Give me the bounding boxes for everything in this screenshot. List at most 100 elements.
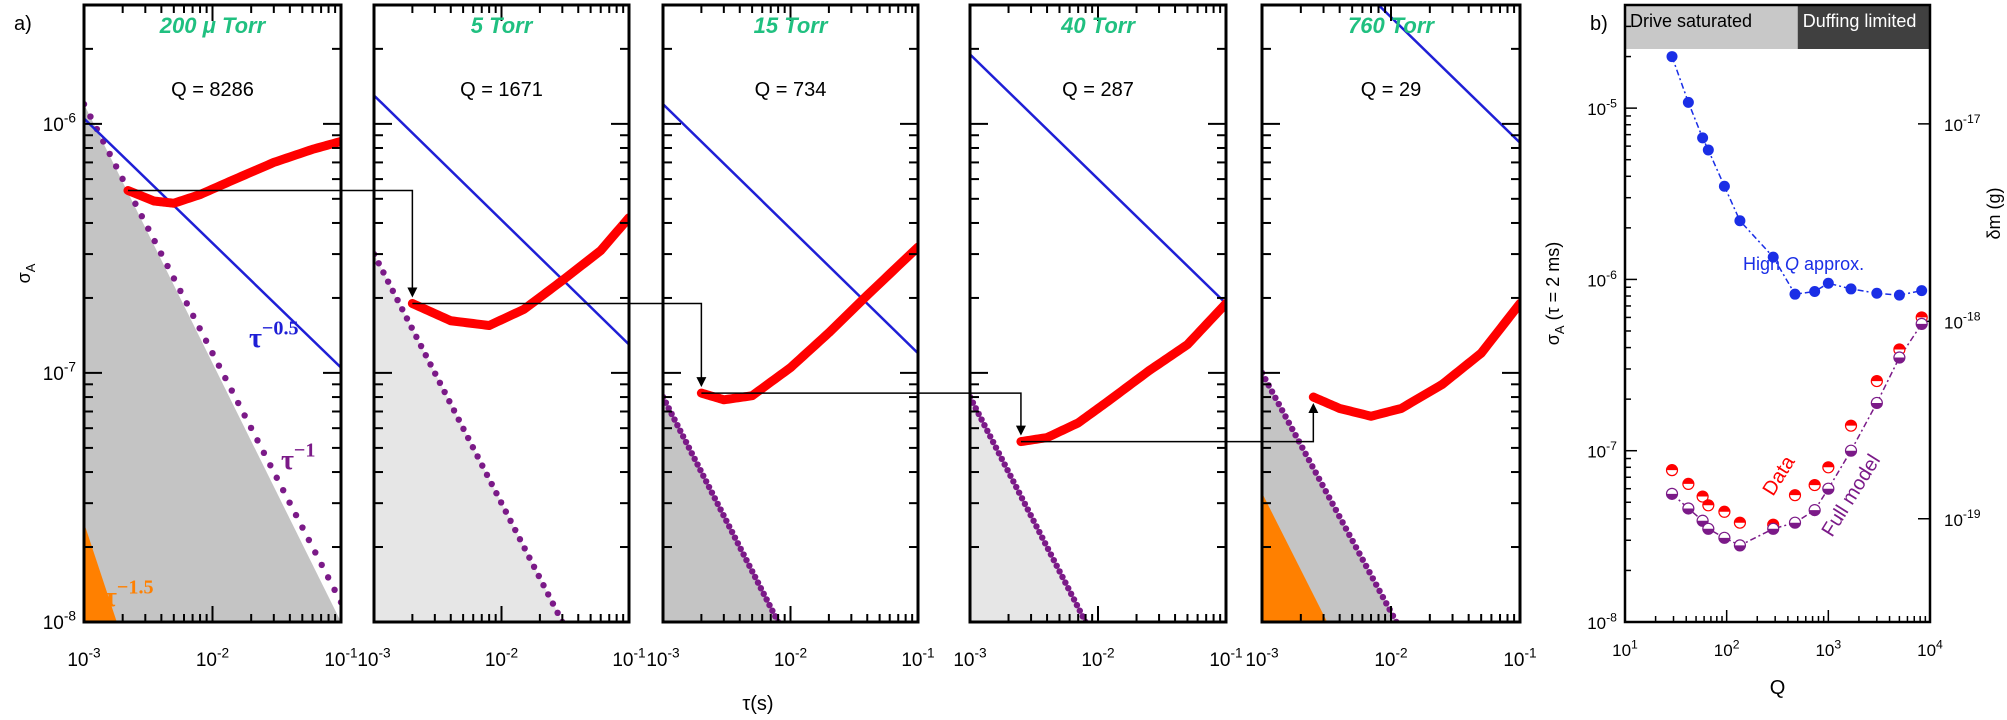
tau-one-dot [734,540,742,547]
tau-one-dot [375,260,382,267]
tau-one-dot [1325,494,1333,501]
pressure-title: 760 Torr [1348,13,1435,38]
tau-one-dot [394,296,401,304]
tau-one-dot [521,545,528,552]
tau-one-dot [1033,523,1040,530]
tau-one-dot [1265,382,1272,389]
tau-one-dot [460,425,467,433]
full-model-point [1702,522,1715,535]
tau-one-dot [164,262,171,270]
q-annotation: Q = 287 [1062,79,1134,101]
region-box-1 [1797,5,1930,49]
panel-2: 10-3 10-2 10-1 15 Torr Q = 734 [646,3,935,671]
tau-one-dot [1041,540,1049,547]
tau-one-dot [241,412,248,419]
tau-one-dot [273,474,280,481]
panel-b-frame [1623,3,1932,624]
tau-one-dot [1319,481,1326,489]
data-point-fill [1702,499,1714,506]
tau-one-dot [708,489,716,496]
tau-one-dot [1275,400,1282,408]
tau-one-dot [743,556,750,564]
full-model-point-fill [1734,545,1746,551]
high-q-point [1697,132,1709,144]
data-point [1822,461,1835,474]
tau-one-dot [464,434,472,442]
connector-arrow [1020,403,1319,443]
q-annotation: Q = 734 [755,79,827,101]
tau-one-dot [1309,463,1316,470]
tau-one-dot [469,444,477,451]
tau-one-dot [731,534,739,541]
q-annotation: Q = 1671 [460,79,543,101]
high-q-point [1789,288,1801,300]
tau-one-dot [746,562,753,569]
high-q-label: High Q approx. [1743,254,1864,274]
tau-one-dot [1021,500,1029,508]
tau-one-dot [677,427,684,434]
tau-one-dot [1007,472,1014,479]
full-model-point [1915,317,1928,330]
q-annotation: Q = 29 [1361,79,1422,101]
tau-one-dot [1059,573,1066,581]
tau-one-dot [1346,531,1353,539]
tau-one-dot [1376,587,1383,595]
tau-one-dot [512,526,519,534]
tau-one-dot [422,352,429,359]
tau-one-dot [1312,469,1319,476]
plot-area [374,94,629,622]
tau-one-dot [119,175,126,183]
pressure-title: 15 Torr [754,13,829,38]
x-tick-label: 10-1 [901,645,934,671]
tau-one-dot [772,613,779,620]
b-x-label: Q [1770,677,1786,699]
tau-half-line [84,117,341,369]
full-model-point-fill [1809,510,1821,516]
tau-one-dot [1056,568,1063,575]
panel-3: 10-3 10-2 10-1 40 Torr Q = 287 [953,3,1243,671]
tau-one-dot [1282,413,1289,420]
tau-one-dot [112,163,120,170]
tau-one-dot [408,324,415,331]
data-point [1702,499,1715,512]
tau-one-dot [1272,394,1279,402]
high-q-point [1916,285,1928,297]
data-point-fill [1666,464,1678,471]
tau-one-dot [679,433,687,440]
tau-three-halves-label: τ−1.5 [104,576,154,613]
tau-one-dot [1289,425,1296,433]
tau-one-dot [1299,444,1306,451]
panel-a-label: a) [14,13,32,35]
tau-one-dot [279,486,287,494]
tau-one-dot [1030,517,1037,524]
tau-one-dot [247,424,255,432]
full-model-point-fill [1702,528,1714,535]
b-x-tick-label: 103 [1815,637,1841,660]
tau-one-dot [202,337,210,344]
tau-one-dot [267,462,274,469]
tau-one-dot [1359,556,1366,563]
tau-one-dot [1349,537,1356,545]
tau-one-dot [665,405,672,412]
b-y-tick-label: 10-7 [1587,439,1617,462]
tau-one-dot [702,478,710,485]
tau-one-dot [694,461,701,468]
full-model-point [1870,396,1883,410]
tau-one-dot [717,506,724,513]
b-y-tick-label: 10-5 [1587,96,1617,119]
tau-one-dot [987,433,994,440]
tau-one-dot [235,399,242,407]
tau-one-dot [984,427,991,434]
tau-one-dot [493,490,500,497]
b-y-tick-label: 10-8 [1587,610,1617,633]
data-curve [407,213,629,331]
tau-one-dot [1013,483,1020,491]
tau-one-dot [545,591,552,598]
tau-one-dot [728,528,736,536]
tau-one-dot [483,471,491,479]
x-tick-label: 10-2 [196,645,229,671]
x-tick-label: 10-3 [357,645,390,671]
tau-one-dot [754,579,762,586]
full-model-point-fill [1789,522,1801,529]
